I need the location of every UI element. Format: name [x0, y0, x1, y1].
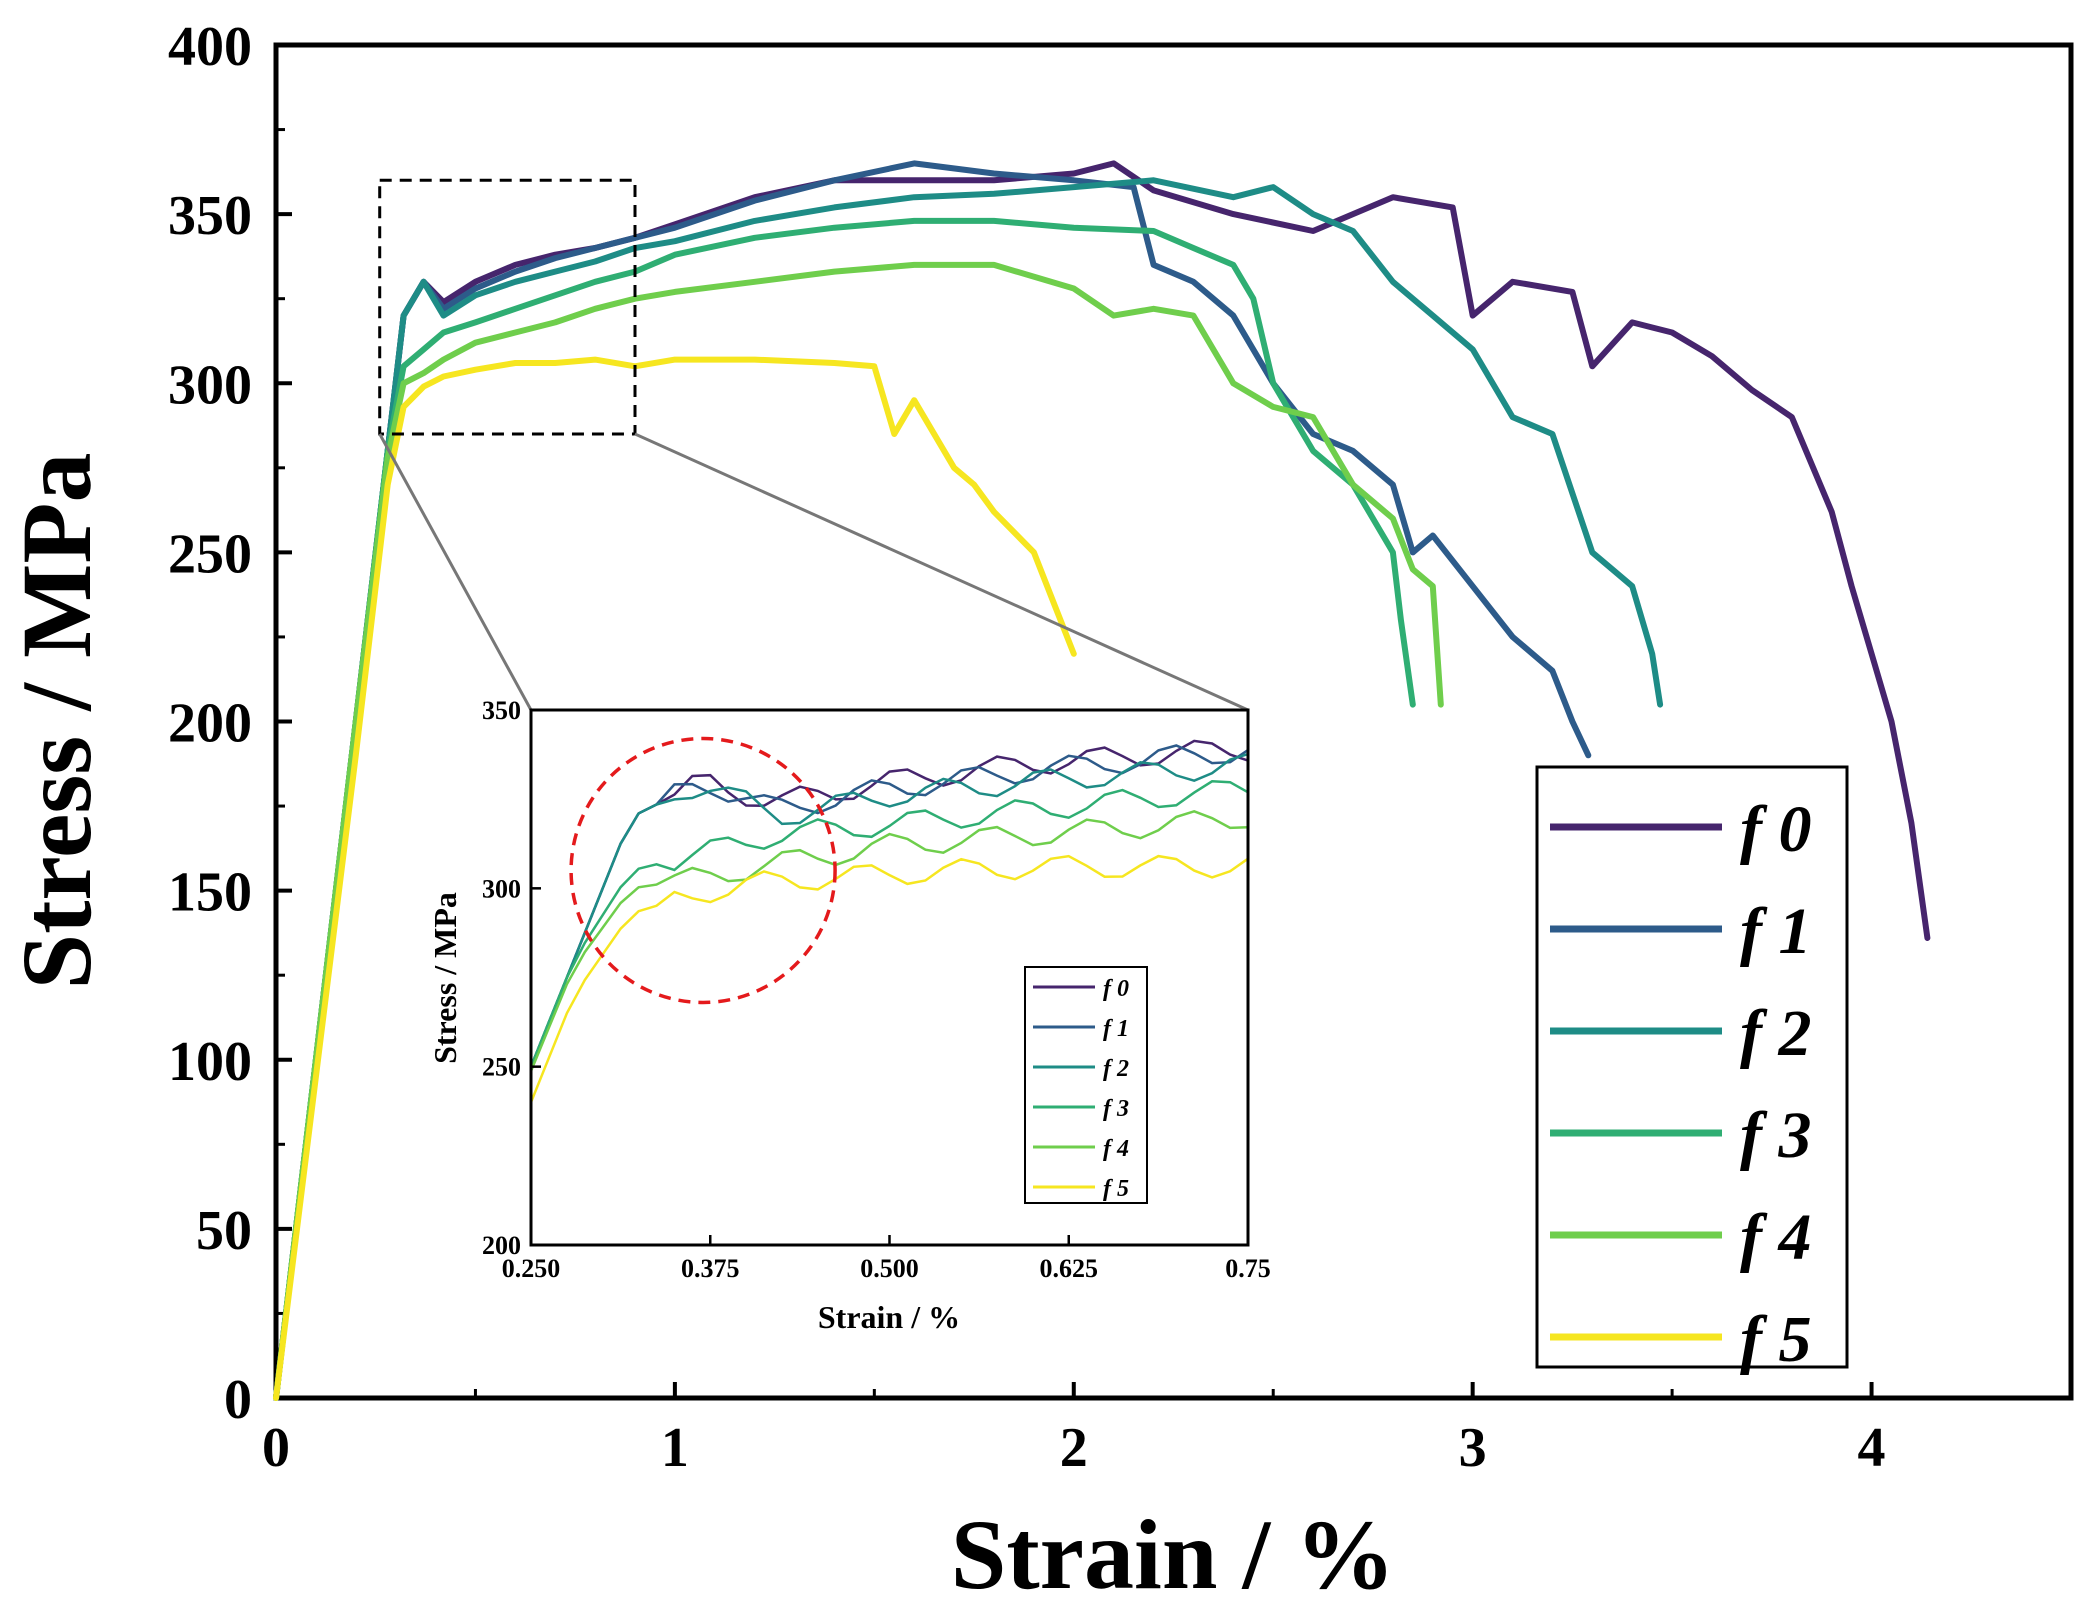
legend-label-f3: f 3: [1740, 1099, 1811, 1172]
inset-series-line-f3: [531, 780, 1248, 1068]
x-tick-label: 3: [1459, 1417, 1487, 1479]
y-tick-label: 300: [168, 354, 252, 416]
y-tick-label: 350: [168, 185, 252, 247]
y-tick-label: 250: [168, 523, 252, 585]
inset-x-tick-label: 0.375: [681, 1254, 740, 1283]
inset-series-line-f5: [531, 854, 1248, 1103]
legend-label-f2: f 2: [1740, 997, 1811, 1070]
legend-box: [1535, 765, 1849, 1369]
y-tick-label: 0: [224, 1369, 252, 1431]
inset-legend-box: [1024, 966, 1148, 1204]
inset-legend-label-f2: f 2: [1103, 1056, 1129, 1082]
inset-y-tick-label: 250: [482, 1053, 521, 1082]
inset-x-tick-label: 0.625: [1040, 1254, 1099, 1283]
y-tick-label: 200: [168, 693, 252, 755]
y-tick-label: 150: [168, 862, 252, 924]
inset-legend: f 0 f 1 f 2 f 3 f 4 f 5: [1033, 976, 1129, 1202]
zoom-connector-left: [378, 433, 533, 711]
main-axes: 0 1 2 3 4 0 50 100 150 200 250 300 350 400: [168, 16, 1886, 1479]
legend-label-f0: f 0: [1740, 793, 1811, 866]
legend-label-f5: f 5: [1740, 1303, 1811, 1376]
inset-y-tick-label: 300: [482, 874, 521, 903]
inset-y-tick-label: 200: [482, 1231, 521, 1260]
y-tick-label: 100: [168, 1031, 252, 1093]
inset-x-tick-label: 0.250: [502, 1254, 561, 1283]
x-tick-label: 4: [1858, 1417, 1886, 1479]
x-tick-label: 2: [1060, 1417, 1088, 1479]
inset-series-group: [531, 739, 1248, 1103]
series-line-f2: [273, 177, 1664, 1401]
zoom-connector-right: [634, 432, 1249, 712]
x-tick-label: 0: [262, 1417, 290, 1479]
x-axis-title: Strain / %: [951, 1499, 1395, 1610]
zoom-region-box: [378, 178, 637, 436]
inset-legend-label-f5: f 5: [1103, 1176, 1129, 1202]
highlight-circle: [569, 736, 837, 1005]
inset-x-axis-title: Strain / %: [818, 1299, 960, 1335]
inset-series-line-f4: [531, 809, 1248, 1072]
y-axis-title: Stress / MPa: [1, 453, 112, 990]
legend-label-f4: f 4: [1740, 1201, 1811, 1274]
inset-legend-label-f1: f 1: [1103, 1016, 1129, 1042]
inset-x-tick-label: 0.75: [1225, 1254, 1271, 1283]
inset-axes: 0.250 0.375 0.500 0.625 0.75 200 250 300 350: [482, 696, 1271, 1283]
inset-legend-label-f3: f 3: [1103, 1096, 1129, 1122]
x-tick-label: 1: [661, 1417, 689, 1479]
inset-y-tick-label: 350: [482, 696, 521, 725]
inset-y-axis-title: Stress / MPa: [427, 892, 463, 1064]
inset-legend-label-f0: f 0: [1103, 976, 1129, 1002]
y-tick-label: 400: [168, 16, 252, 78]
y-tick-label: 50: [196, 1200, 252, 1262]
series-line-f3: [273, 217, 1416, 1401]
main-series-group: [273, 160, 1931, 1401]
series-line-f5: [273, 356, 1077, 1401]
inset-x-tick-label: 0.500: [860, 1254, 919, 1283]
series-line-f4: [273, 261, 1444, 1401]
series-line-f0: [273, 160, 1931, 1401]
legend: f 0 f 1 f 2 f 3 f 4 f 5: [1550, 793, 1811, 1376]
inset-legend-label-f4: f 4: [1103, 1136, 1129, 1162]
legend-label-f1: f 1: [1740, 895, 1811, 968]
inset-series-line-f2: [531, 752, 1248, 1068]
